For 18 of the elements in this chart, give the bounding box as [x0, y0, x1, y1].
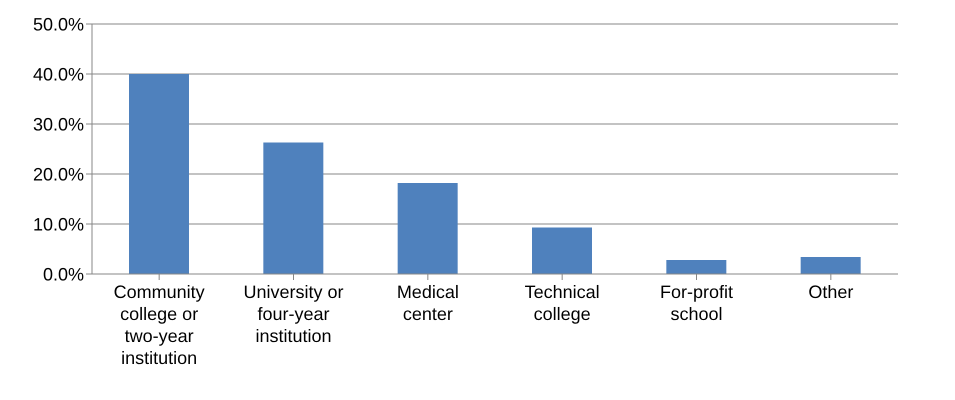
bar [263, 142, 324, 274]
bar [666, 260, 726, 274]
bar [800, 257, 861, 274]
y-tick-label: 50.0% [32, 14, 84, 34]
x-tick-label: University or four-year institution [243, 282, 344, 346]
y-tick-label: 20.0% [32, 164, 84, 184]
x-tick-label: For-profit school [660, 282, 734, 324]
y-tick-label: 30.0% [32, 114, 84, 134]
y-tick-label: 40.0% [32, 64, 84, 84]
bar [532, 228, 592, 274]
y-tick-label: 0.0% [42, 264, 84, 284]
bar [129, 74, 189, 274]
x-tick-label: Technical college [524, 282, 600, 324]
x-tick-label: Community college or two-year institution [114, 282, 205, 368]
x-tick-label: Medical center [396, 282, 459, 324]
x-tick-label: Other [808, 282, 854, 302]
bar [398, 183, 458, 274]
y-tick-label: 10.0% [32, 214, 84, 234]
